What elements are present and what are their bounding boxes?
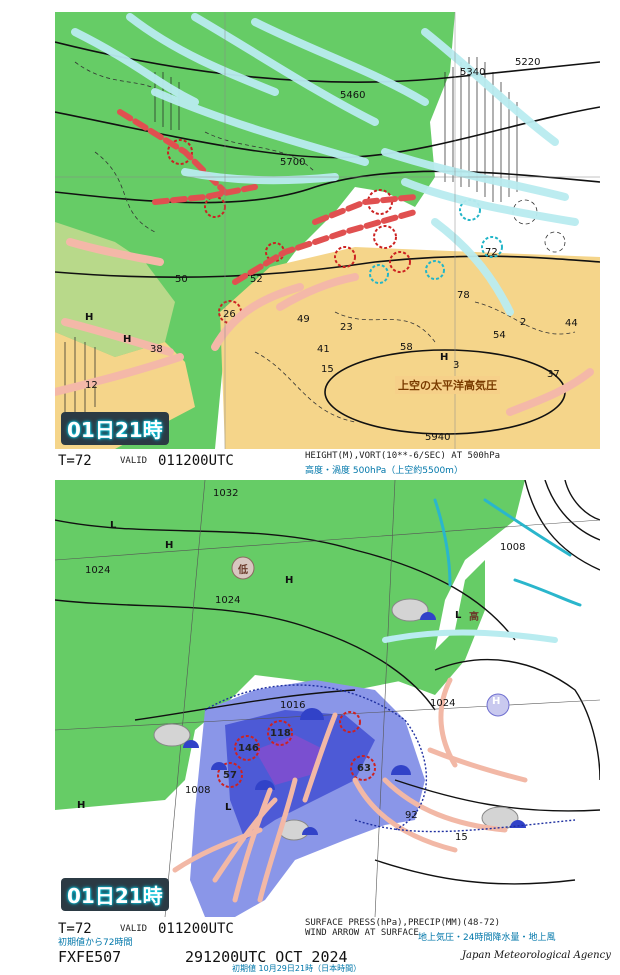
precip-value: 15	[455, 832, 468, 843]
bottom-field-description-2: WIND ARROW AT SURFACE	[305, 928, 419, 938]
pressure-label: 1008	[185, 785, 211, 796]
bottom-time-label: 01日21時	[61, 878, 169, 911]
high-mark: H	[285, 575, 295, 586]
agency-name: Japan Meteorological Agency	[462, 950, 611, 961]
bottom-field-description-jp: 地上気圧・24時間降水量・地上風	[418, 933, 556, 943]
vorticity-value: 37	[547, 369, 560, 380]
precip-value: 63	[357, 763, 371, 774]
top-forecast-time: T=72	[58, 453, 92, 469]
precip-value: 118	[270, 728, 291, 739]
precip-value: 146	[238, 743, 259, 754]
high-circle-mark: 高	[469, 612, 479, 623]
initial-offset-note: 初期値から72時間	[58, 938, 133, 948]
vorticity-value: 54	[493, 330, 506, 341]
low-mark: L	[225, 802, 233, 813]
high-mark: H	[440, 352, 450, 363]
pressure-label: 1016	[280, 700, 306, 711]
vorticity-value: 72	[485, 247, 498, 258]
contour-label: 5700	[280, 157, 306, 168]
top-valid-time: 011200UTC	[158, 453, 234, 469]
pressure-label: 1032	[213, 488, 239, 499]
vorticity-value: 15	[321, 364, 334, 375]
high-mark: H	[123, 334, 133, 345]
contour-label: 5340	[460, 67, 486, 78]
top-field-description-jp: 高度・渦度 500hPa（上空約5500m）	[305, 466, 463, 476]
pressure-label: 1008	[500, 542, 526, 553]
chart-id: FXFE507	[58, 948, 122, 966]
pressure-label: 1024	[430, 698, 456, 709]
vorticity-value: 12	[85, 380, 98, 391]
bottom-valid-time: 011200UTC	[158, 921, 234, 937]
pacific-high-label: 上空の太平洋高気圧	[395, 376, 500, 394]
precip-value: 57	[223, 770, 237, 781]
top-field-description: HEIGHT(M),VORT(10**-6/SEC) AT 500hPa	[305, 451, 501, 461]
low-mark: L	[110, 520, 118, 531]
high-mark: H	[492, 696, 502, 707]
vorticity-value: 41	[317, 344, 330, 355]
vorticity-value: 2	[520, 317, 527, 328]
initial-time: 291200UTC OCT 2024	[185, 948, 348, 966]
initial-time-jp: 初期値 10月29日21時（日本時間）	[232, 964, 362, 973]
upper-air-500hpa-map: 5340 5220 5460 5700 5940 H H H 38 41 15 …	[55, 12, 600, 449]
vorticity-value: 52	[250, 274, 263, 285]
precip-value: 92	[405, 810, 418, 821]
surface-pressure-precip-map: H H L L L H H 低 高 1032 1024 1024 1016 10…	[55, 480, 600, 917]
low-circle-mark: 低	[238, 565, 248, 576]
bottom-forecast-time: T=72	[58, 921, 92, 937]
vorticity-value: 3	[453, 360, 460, 371]
high-mark: H	[85, 312, 95, 323]
bottom-field-description: SURFACE PRESS(hPa),PRECIP(MM)(48-72)	[305, 918, 501, 928]
pressure-label: 1024	[85, 565, 111, 576]
pressure-label: 1024	[215, 595, 241, 606]
vorticity-value: 50	[175, 274, 188, 285]
vorticity-value: 58	[400, 342, 413, 353]
contour-label: 5460	[340, 90, 366, 101]
upper-air-map-graphic	[55, 12, 600, 449]
top-valid-prefix: VALID	[120, 456, 148, 466]
vorticity-value: 44	[565, 318, 578, 329]
vorticity-value: 23	[340, 322, 353, 333]
contour-label: 5220	[515, 57, 541, 68]
vorticity-value: 38	[150, 344, 163, 355]
surface-map-graphic	[55, 480, 600, 917]
vorticity-value: 49	[297, 314, 310, 325]
high-mark: H	[77, 800, 87, 811]
low-mark: L	[455, 610, 463, 621]
bottom-valid-prefix: VALID	[120, 924, 148, 934]
high-mark: H	[165, 540, 175, 551]
vorticity-value: 78	[457, 290, 470, 301]
contour-label: 5940	[425, 432, 451, 443]
top-time-label: 01日21時	[61, 412, 169, 445]
vorticity-value: 26	[223, 309, 236, 320]
